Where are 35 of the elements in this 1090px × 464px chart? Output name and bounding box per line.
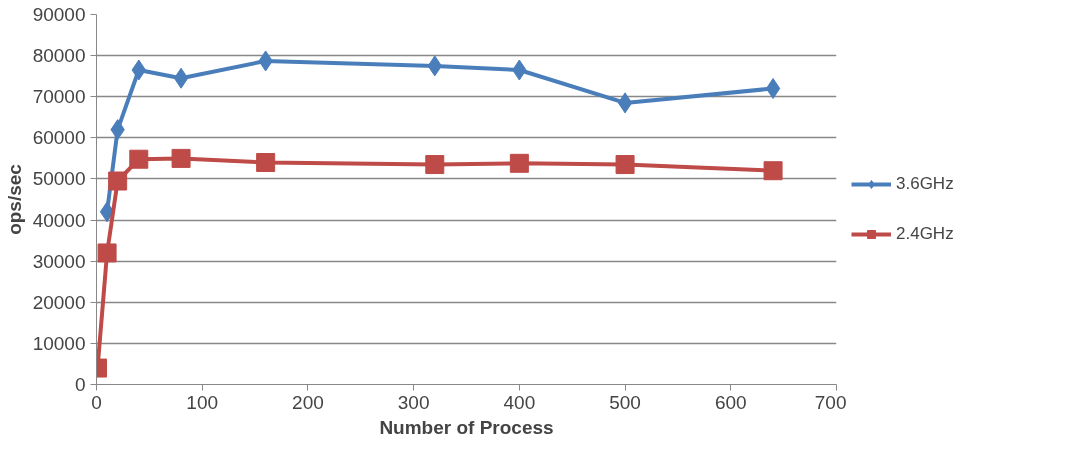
- point: [108, 171, 128, 191]
- point: [171, 148, 191, 168]
- point: [509, 153, 529, 173]
- x-tick-label: 400: [503, 391, 536, 413]
- x-tick-label: 200: [292, 391, 324, 413]
- x-tick-label: 500: [609, 391, 641, 413]
- point: [99, 201, 115, 223]
- y-axis-title: ops/sec: [3, 163, 25, 235]
- point: [617, 92, 633, 114]
- legend-label: 2.4GHz: [896, 224, 954, 244]
- y-tick-label: 90000: [32, 4, 86, 25]
- legend-label: 3.6GHz: [896, 174, 954, 194]
- y-tick-label: 60000: [32, 127, 86, 149]
- point: [173, 67, 189, 89]
- y-tick-label: 10000: [32, 332, 86, 354]
- x-tick-label: 300: [397, 391, 430, 413]
- y-tick-label: 80000: [32, 45, 86, 67]
- x-tick-label: 0: [91, 391, 102, 413]
- point: [763, 161, 783, 181]
- point: [425, 155, 445, 175]
- point: [129, 149, 149, 169]
- x-tick-label: 600: [714, 391, 747, 413]
- x-tick-label: 100: [186, 391, 219, 413]
- y-tick-label: 20000: [32, 291, 86, 313]
- x-tick-label: 700: [814, 391, 847, 413]
- point: [97, 243, 117, 263]
- point: [615, 155, 635, 175]
- y-tick-label: 70000: [32, 86, 86, 108]
- point: [765, 78, 781, 99]
- y-tick-label: 40000: [32, 209, 86, 231]
- y-tick-label: 0: [74, 374, 86, 395]
- y-tick-label: 30000: [32, 250, 86, 272]
- x-axis-title: Number of Process: [379, 416, 554, 438]
- y-tick-label: 50000: [32, 168, 86, 190]
- point: [256, 153, 276, 172]
